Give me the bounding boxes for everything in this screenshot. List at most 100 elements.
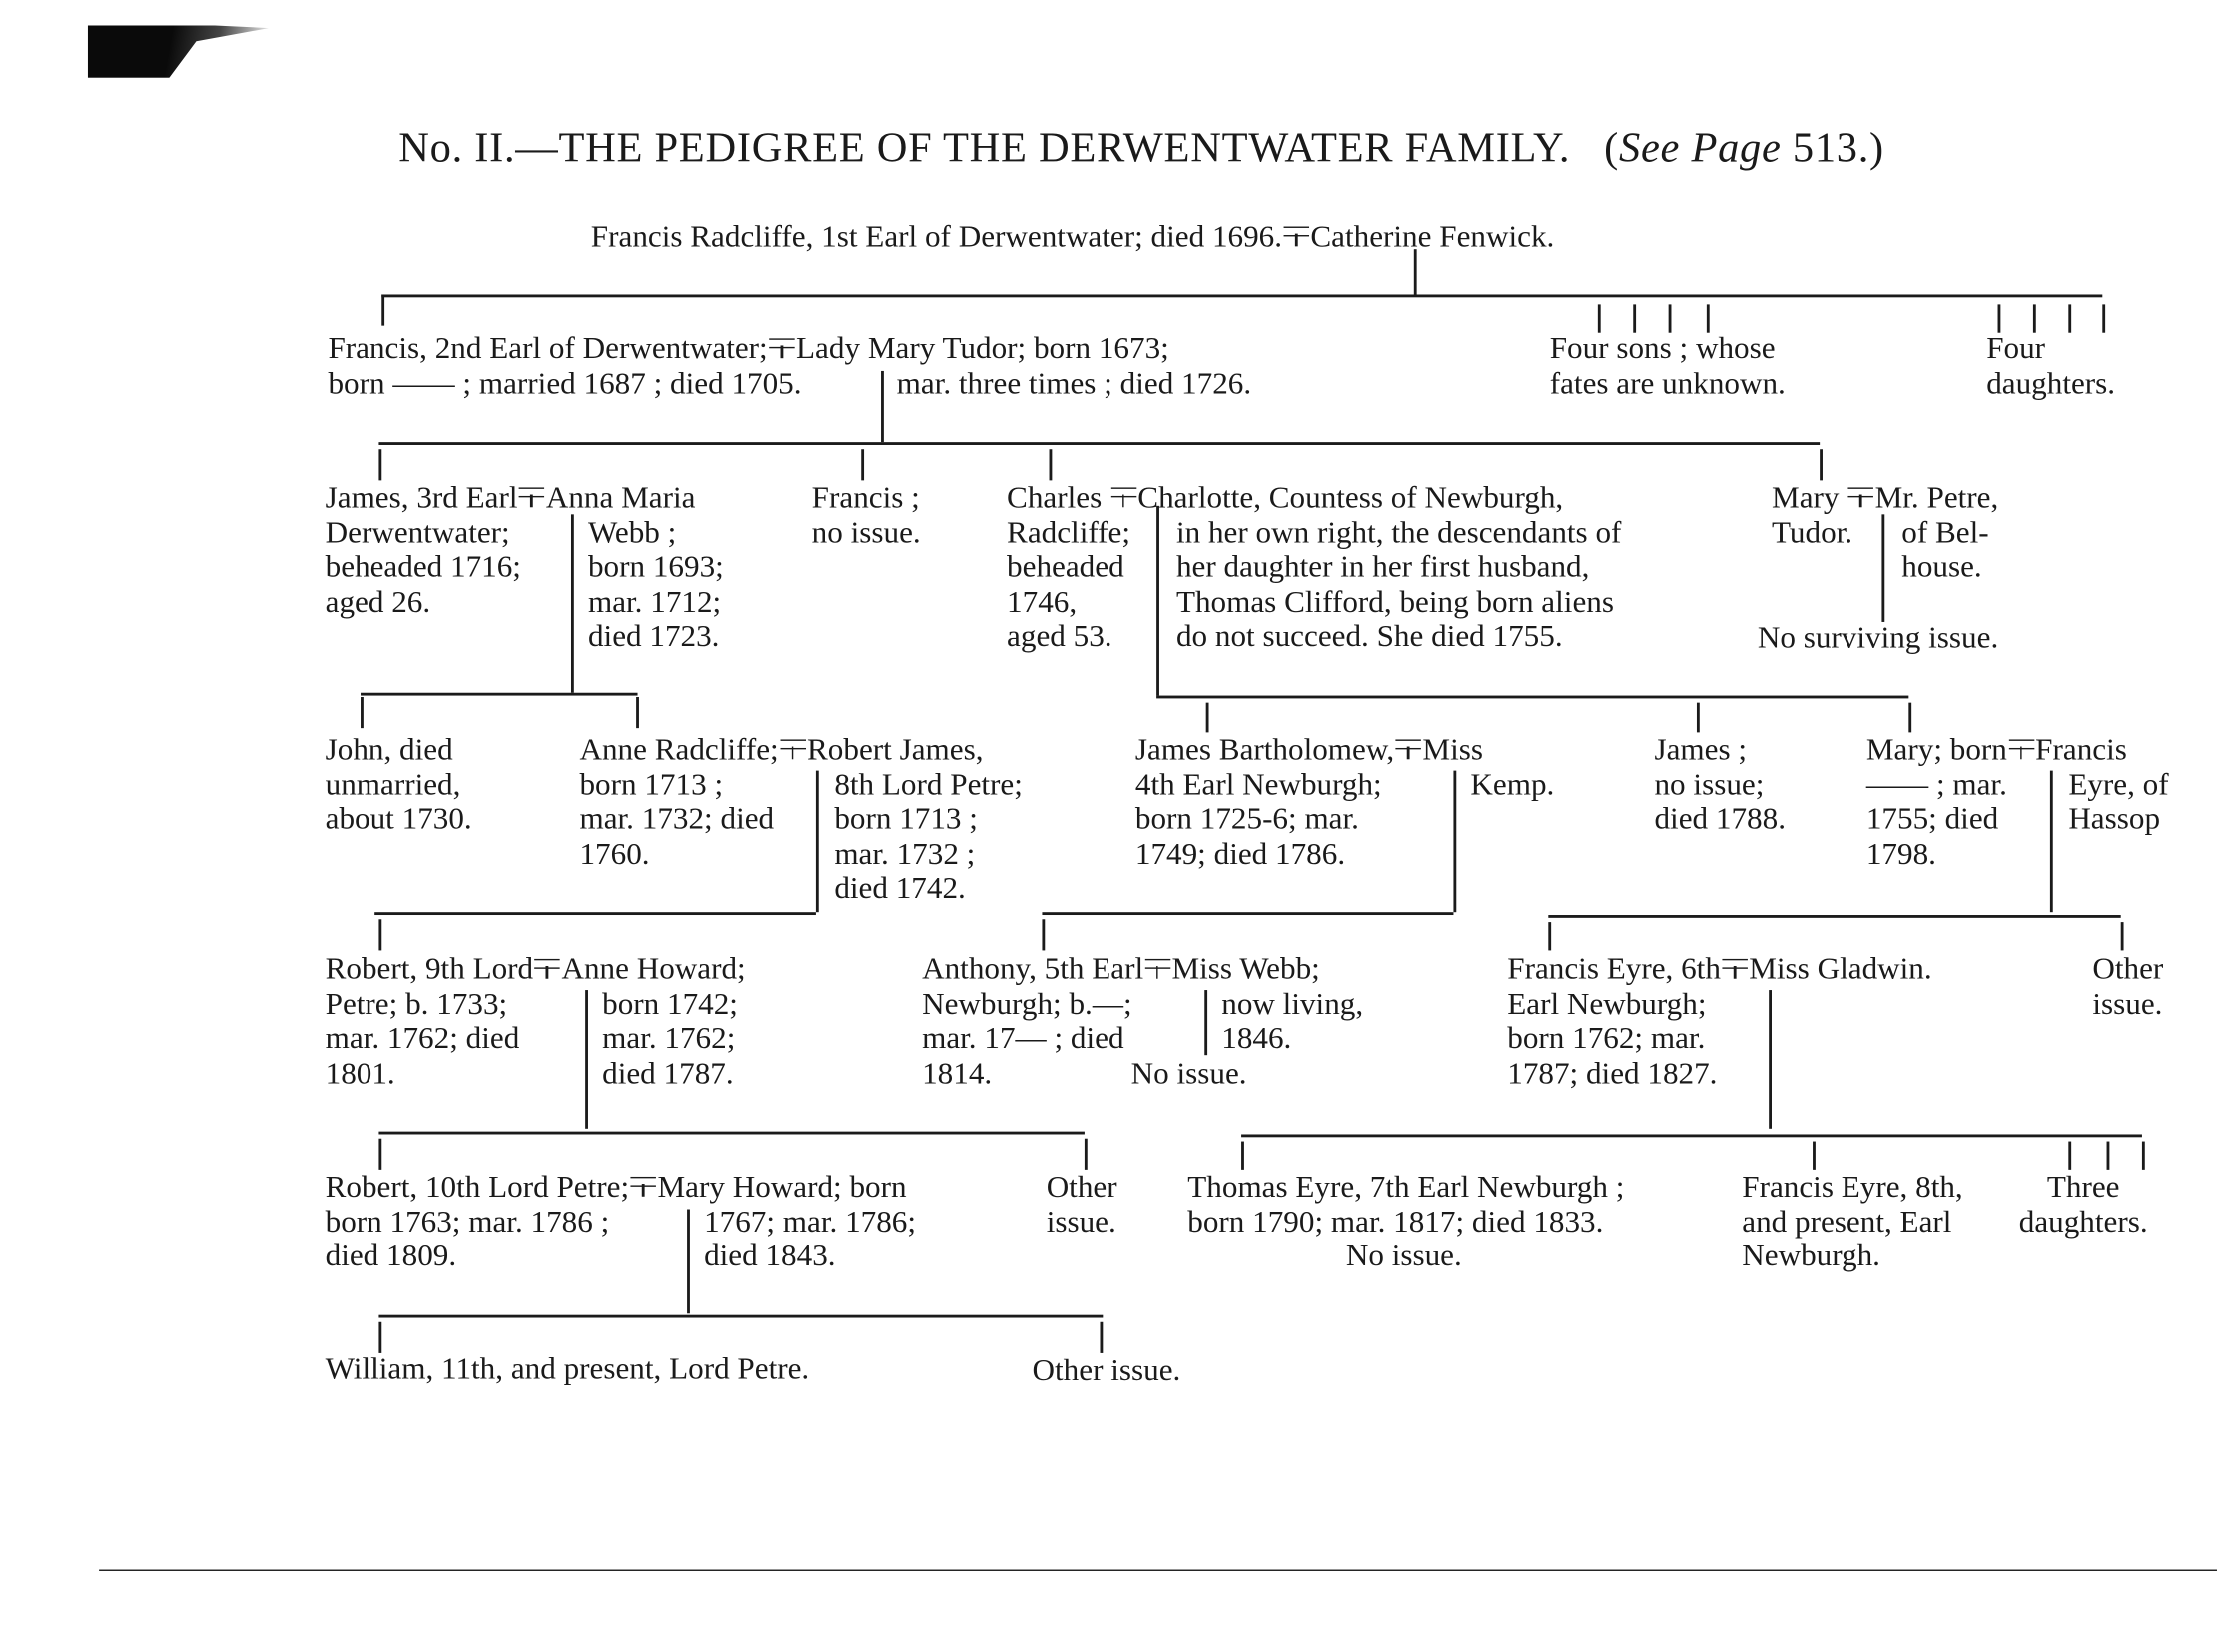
person-text: No surviving issue. — [1757, 619, 1999, 655]
sibling-line — [378, 1131, 1085, 1134]
person-text: in her own right, the descendants of — [1175, 513, 1622, 550]
person-text: Kemp. — [1470, 765, 1555, 802]
charles-radcliffe: Charles Charlotte, Countess of Newburgh,… — [1007, 478, 1563, 654]
robert-9th-lord-petre: Robert, 9th Lord Anne Howard; Petre; b. 1… — [325, 951, 746, 1091]
descent-tick — [1084, 1138, 1088, 1170]
anna-maria-webb: Webb ; born 1693; mar. 1712; died 1723. — [587, 513, 724, 654]
sibling-line — [374, 912, 816, 915]
francis-eyre-of-hassop: Eyre, of Hassop — [2068, 766, 2168, 837]
person-text: 1749; died 1786. — [1134, 835, 1346, 871]
person-text: James Bartholomew, — [1134, 730, 1395, 767]
robert-10th-lord-petre: Robert, 10th Lord Petre; Mary Howard; bor… — [325, 1168, 907, 1273]
william-11th-lord-petre: William, 11th, and present, Lord Petre. — [326, 1351, 810, 1387]
lady-mary-tudor: mar. three times ; died 1726. — [897, 365, 1252, 401]
person-text: aged 53. — [1007, 618, 1112, 654]
person-text: Charles — [1007, 478, 1103, 515]
person-text: issue. — [1046, 1203, 1116, 1239]
three-daughters: Three daughters. — [2019, 1169, 2148, 1239]
francis-eyre-6th: Francis Eyre, 6th Miss Gladwin. Earl Newb… — [1507, 950, 1932, 1091]
person-text: 1801. — [325, 1054, 395, 1091]
person-text: James, 3rd Earl — [325, 478, 518, 515]
descent-line — [1204, 990, 1207, 1056]
person-text: Miss Gladwin. — [1749, 950, 1932, 986]
marriage-symbol — [1722, 959, 1748, 980]
person-text: aged 26. — [325, 583, 431, 619]
person-text: daughters. — [1986, 364, 2116, 401]
marriage-symbol — [2008, 740, 2034, 760]
person-text: 1767; mar. 1786; — [704, 1203, 917, 1239]
person-text: Petre; b. 1733; — [325, 985, 508, 1021]
francis-no-issue: Francis ; no issue. — [812, 480, 921, 550]
person-text: Francis ; — [811, 478, 920, 515]
person-text: born 1742; — [602, 985, 738, 1021]
person-text: Anne Radcliffe; — [579, 730, 779, 767]
person-text: Robert, 10th Lord Petre; — [325, 1168, 630, 1204]
descent-tick — [1696, 702, 1700, 733]
descent-line — [1881, 514, 1884, 622]
person-text: Francis, 2nd Earl of Derwentwater; — [328, 329, 768, 366]
marriage-symbol — [780, 740, 806, 760]
thomas-eyre-7th: Thomas Eyre, 7th Earl Newburgh ; born 17… — [1187, 1168, 1625, 1239]
charlotte-countess: in her own right, the descendants of her… — [1175, 513, 1622, 654]
person-text: 1787; died 1827. — [1507, 1054, 1718, 1091]
person-text: Miss Webb; — [1171, 950, 1320, 986]
sibling-line — [1548, 915, 2121, 918]
person-text: No issue. — [1130, 1055, 1247, 1091]
marriage-symbol — [630, 1177, 657, 1198]
title-paren: ( — [1604, 124, 1620, 172]
mary-howard: 1767; mar. 1786; died 1843. — [704, 1203, 917, 1274]
james-bartholomew: James Bartholomew, Miss 4th Earl Newburgh… — [1134, 730, 1483, 871]
person-text: Tudor. — [1771, 513, 1853, 550]
francis-2nd-earl: Francis, 2nd Earl of Derwentwater; Lady M… — [328, 329, 1169, 401]
descent-line — [1413, 249, 1417, 295]
descent-tick — [2120, 922, 2123, 951]
person-text: 1846. — [1221, 1020, 1292, 1056]
descent-tick — [1668, 304, 1671, 333]
sibling-line — [1156, 695, 1909, 698]
page-title: No. II.—THE PEDIGREE OF THE DERWENTWATER… — [398, 125, 1884, 173]
ink-smudge — [87, 25, 270, 78]
person-text: and present, Earl — [1742, 1203, 1952, 1239]
title-page-ref: 513.) — [1781, 124, 1884, 172]
person-text: Earl Newburgh; — [1507, 985, 1707, 1021]
descent-tick — [861, 449, 864, 481]
descent-tick — [1042, 919, 1045, 951]
person-text: Thomas Eyre, 7th Earl Newburgh ; — [1187, 1168, 1625, 1204]
anne-radcliffe: Anne Radcliffe; Robert James, born 1713 ;… — [579, 730, 983, 871]
descent-line — [381, 294, 384, 326]
four-sons: Four sons ; whose fates are unknown. — [1550, 330, 1786, 401]
four-daughters: Four daughters. — [1986, 330, 2116, 401]
person-text: Anthony, 5th Earl — [922, 950, 1144, 986]
francis-eyre-8th: Francis Eyre, 8th, and present, Earl New… — [1742, 1169, 1962, 1273]
person-text: Mary — [1771, 478, 1840, 515]
person-text: died 1809. — [325, 1238, 457, 1273]
person-text: Francis Eyre, 6th — [1507, 950, 1721, 986]
title-see: See Page — [1619, 124, 1782, 172]
marriage-symbol — [1110, 488, 1136, 508]
person-text: no issue. — [811, 513, 921, 550]
person-text: of Bel- — [1901, 513, 1989, 550]
descent-tick — [378, 449, 381, 481]
james-no-issue: James ; no issue; died 1788. — [1654, 732, 1786, 836]
descent-tick — [1049, 449, 1052, 481]
marriage-symbol — [534, 959, 561, 980]
person-text: Mr. Petre, — [1874, 478, 1999, 515]
marriage-symbol — [769, 338, 795, 359]
person-text: Derwentwater; — [325, 513, 510, 550]
descent-tick — [1820, 449, 1823, 481]
descent-line — [585, 990, 588, 1129]
person-text: Anna Maria — [545, 478, 696, 515]
person-text: Other issue. — [1032, 1351, 1181, 1387]
sibling-line — [1042, 912, 1454, 915]
person-text: Webb ; — [587, 513, 677, 550]
mr-petre: of Bel- house. — [1901, 513, 1989, 585]
person-text: Thomas Clifford, being born aliens — [1175, 583, 1614, 619]
person-text: died 1723. — [587, 618, 720, 654]
sibling-line — [378, 1314, 1104, 1317]
person-text: James ; — [1654, 730, 1748, 767]
descent-tick — [378, 919, 381, 951]
person-text: mar. 1762; — [602, 1020, 736, 1056]
person-text: Radcliffe; — [1007, 513, 1131, 550]
person-text: do not succeed. She died 1755. — [1175, 618, 1563, 654]
person-text: Lady Mary Tudor; born 1673; — [796, 329, 1169, 366]
